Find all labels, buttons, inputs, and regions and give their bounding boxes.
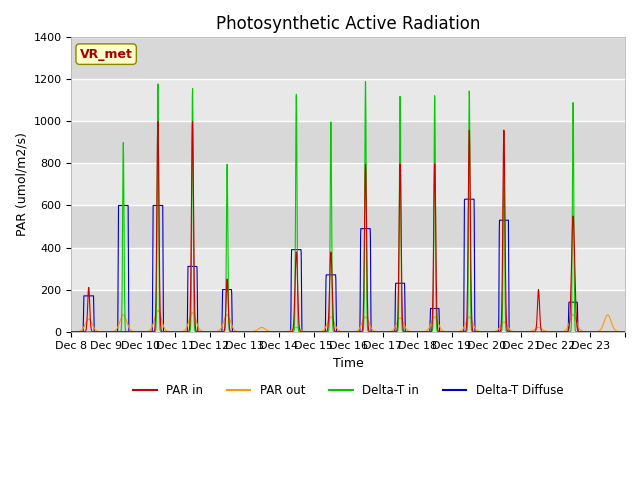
Bar bbox=[72, 205, 625, 248]
Bar bbox=[72, 248, 625, 289]
Bar bbox=[72, 289, 625, 332]
Bar bbox=[72, 37, 625, 79]
Bar bbox=[72, 79, 625, 121]
Bar bbox=[72, 121, 625, 164]
Text: VR_met: VR_met bbox=[80, 48, 132, 60]
Legend: PAR in, PAR out, Delta-T in, Delta-T Diffuse: PAR in, PAR out, Delta-T in, Delta-T Dif… bbox=[129, 380, 568, 402]
X-axis label: Time: Time bbox=[333, 357, 364, 370]
Title: Photosynthetic Active Radiation: Photosynthetic Active Radiation bbox=[216, 15, 481, 33]
Y-axis label: PAR (umol/m2/s): PAR (umol/m2/s) bbox=[15, 132, 28, 237]
Bar bbox=[72, 164, 625, 205]
